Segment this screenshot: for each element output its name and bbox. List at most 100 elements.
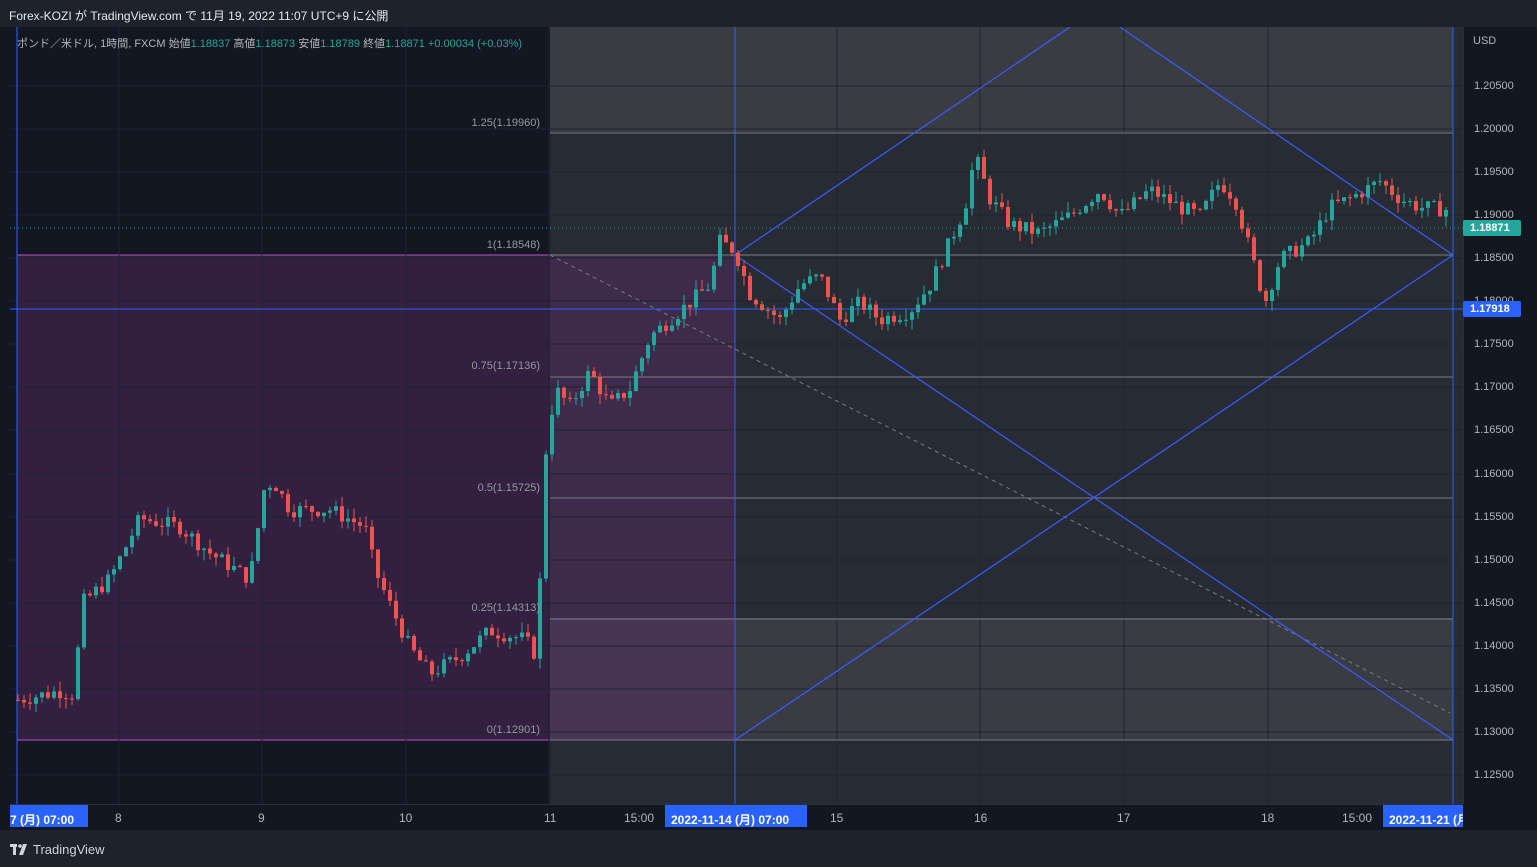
candle-body (874, 304, 878, 318)
candle-body (1408, 201, 1412, 203)
candle-body (52, 691, 56, 698)
candle-body (154, 521, 158, 526)
candle-body (1180, 201, 1184, 215)
candle-body (1330, 199, 1334, 221)
candle-body (988, 178, 992, 205)
candle-body (250, 560, 254, 583)
candle-body (718, 234, 722, 266)
price-tick: 1.16000 (1474, 468, 1514, 480)
candle-body (1036, 228, 1040, 234)
candle-body (118, 556, 122, 570)
candle-body (388, 590, 392, 601)
change-value: +0.00034 (+0.03%) (427, 38, 523, 50)
candle-body (448, 657, 452, 660)
footer-brand: TradingView (33, 842, 105, 857)
candle-body (694, 289, 698, 308)
fib-zone-top (550, 27, 1453, 132)
candle-body (76, 647, 80, 700)
candle-body (184, 534, 188, 537)
candle-body (826, 276, 830, 298)
candle-body (724, 234, 728, 243)
candle-body (88, 593, 92, 596)
candle-body (34, 697, 38, 704)
candle-body (436, 673, 440, 675)
candle-body (1210, 189, 1214, 201)
candle-body (70, 698, 74, 700)
candle-body (940, 266, 944, 268)
candle-body (202, 548, 206, 551)
candle-body (262, 490, 266, 529)
candle-body (688, 304, 692, 308)
candle-body (634, 371, 638, 392)
candle-body (1420, 207, 1424, 211)
candle-body (754, 300, 758, 305)
candle-body (478, 635, 482, 648)
candle-body (460, 660, 464, 662)
candle-body (214, 553, 218, 558)
candle-body (340, 506, 344, 522)
candle-body (880, 317, 884, 325)
candle-body (1306, 236, 1310, 246)
candle-body (604, 394, 608, 396)
candle-body (772, 310, 776, 315)
candle-body (100, 586, 104, 593)
candle-body (310, 506, 314, 512)
chart-svg[interactable] (10, 27, 1463, 804)
fib-label-125: 1.25(1.19960) (471, 117, 541, 129)
candle-body (178, 521, 182, 535)
candle-body (28, 702, 32, 704)
price-scale[interactable] (1463, 27, 1537, 804)
time-tick: 18 (1261, 811, 1275, 825)
candle-body (94, 586, 98, 596)
candle-body (898, 320, 902, 322)
candle-body (538, 578, 542, 659)
chart-canvas[interactable] (10, 27, 1463, 804)
low-value: 1.18789 (320, 38, 360, 50)
candle-body (952, 236, 956, 239)
candle-body (544, 454, 548, 579)
candle-body (658, 325, 662, 333)
candle-body (946, 238, 950, 267)
candle-body (1186, 203, 1190, 215)
candle-body (628, 391, 632, 398)
candle-body (334, 506, 338, 511)
candle-body (778, 314, 782, 317)
candle-body (994, 202, 998, 205)
line-price-badge: 1.17918 (1463, 301, 1521, 317)
candle-body (928, 290, 932, 295)
candle-body (106, 574, 110, 593)
candle-body (982, 157, 986, 179)
candle-body (676, 319, 680, 326)
price-tick: 1.19000 (1474, 209, 1514, 221)
candle-body (1246, 228, 1250, 238)
candle-body (58, 691, 62, 699)
candle-body (16, 699, 20, 701)
candle-body (244, 567, 248, 583)
time-badge-left: 7 (月) 07:00 (10, 805, 88, 827)
candle-body (1144, 191, 1148, 199)
candle-body (748, 275, 752, 301)
candle-body (622, 393, 626, 398)
price-tick: 1.13500 (1474, 683, 1514, 695)
candle-body (1222, 185, 1226, 193)
candlestick-series (16, 149, 1448, 712)
candle-body (916, 304, 920, 313)
candle-body (862, 296, 866, 310)
candle-body (580, 391, 584, 399)
candle-body (400, 618, 404, 638)
close-label: 終値 (363, 38, 386, 50)
symbol-legend[interactable]: ポンド／米ドル, 1時間, FXCM 始値1.18837 高値1.18873 安… (17, 35, 522, 51)
candle-body (892, 315, 896, 322)
candle-body (136, 515, 140, 536)
candle-body (1324, 220, 1328, 222)
time-tick: 11 (544, 811, 557, 825)
candle-body (550, 414, 554, 455)
currency-label: USD (1473, 35, 1497, 47)
candle-body (712, 265, 716, 290)
price-tick: 1.15000 (1474, 554, 1514, 566)
candle-body (148, 519, 152, 522)
candle-body (418, 650, 422, 661)
fib-label-1: 1(1.18548) (486, 239, 540, 251)
candle-body (1204, 200, 1208, 210)
candle-body (1174, 201, 1178, 204)
